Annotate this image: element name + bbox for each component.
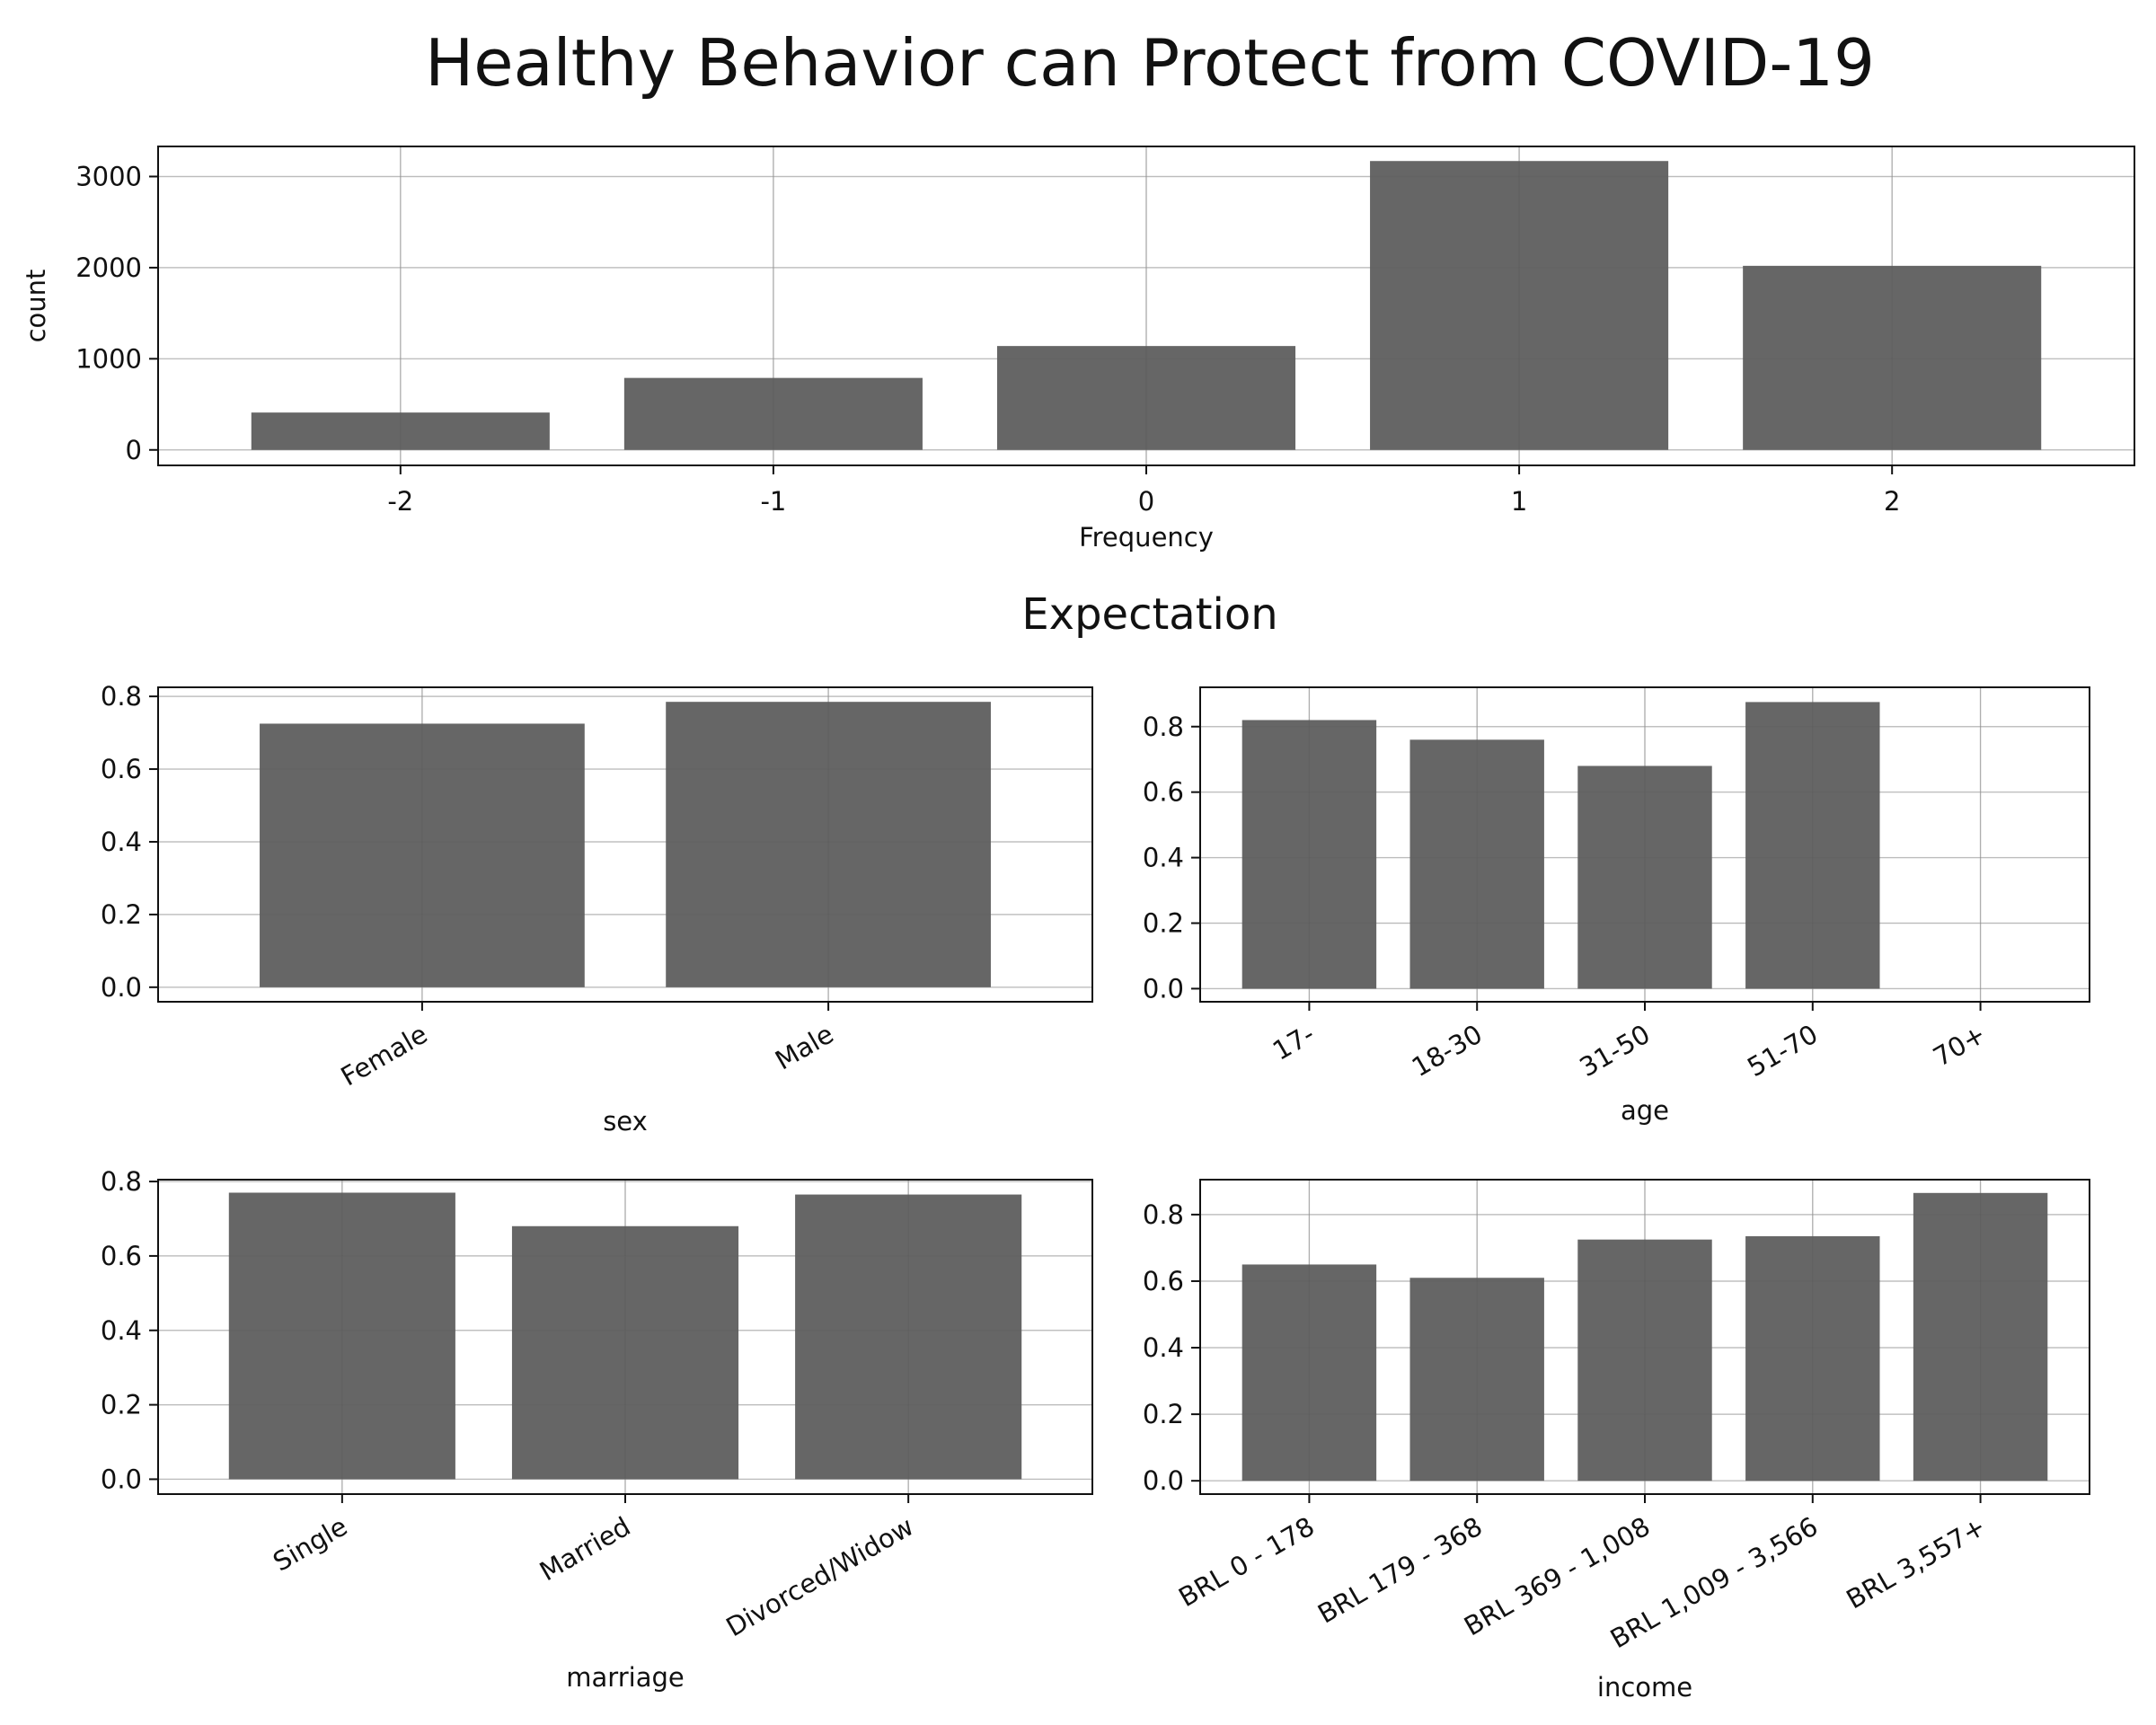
x-tick-label: -2 [387,486,413,517]
y-tick-label: 0.8 [1143,712,1184,742]
y-tick-label: 0.0 [1143,973,1184,1004]
chart-age: 0.0 0.2 0.4 0.6 0.8 17- 18-30 31-50 51-70 70+ age [1143,686,2090,1126]
figure-title: Healthy Behavior can Protect from COVID-… [425,25,1875,101]
y-tick-label: 0.2 [1143,908,1184,939]
bar-frequency-1 [623,377,923,450]
figure-subtitle: Expectation [1021,589,1278,640]
x-tick-label: 51-70 [1742,1019,1823,1084]
x-tick-label: 0 [1138,486,1154,517]
bar-age-2 [1577,765,1712,989]
chart-sex: 0.0 0.2 0.4 0.6 0.8 Female Male sex [101,681,1093,1137]
y-tick-label: 0.4 [101,1315,142,1346]
x-tick-label: Single [268,1511,352,1578]
bar-income-0 [1241,1264,1377,1482]
y-tick-label: 0.6 [1143,1266,1184,1296]
axes-frame [157,686,1093,1003]
y-tick-label: 2000 [75,252,142,283]
y-tick-label: 0 [126,435,142,465]
x-axis-label: marriage [566,1662,684,1693]
y-tick-label: 0.8 [101,1166,142,1197]
x-tick-label: BRL 3,557+ [1841,1511,1991,1615]
bar-sex-0 [260,723,585,987]
x-axis-label: Frequency [1079,522,1214,553]
x-tick-label: -1 [760,486,786,517]
x-tick-label: Female [336,1019,433,1092]
chart-marriage: 0.0 0.2 0.4 0.6 0.8 Single Married Divorced/Wid… [101,1166,1093,1693]
bar-frequency-0 [251,412,550,450]
y-tick-label: 0.4 [1143,1332,1184,1363]
y-tick-label: 0.4 [1143,843,1184,873]
bar-frequency-3 [1370,161,1669,450]
x-tick-label: Divorced/Widow [721,1511,919,1643]
chart-frequency: 0 1000 2000 3000 -2 -1 0 1 2 Frequency count [21,146,2135,553]
bar-income-4 [1913,1192,2048,1482]
x-tick-label: 70+ [1928,1019,1991,1073]
x-tick-label: 2 [1884,486,1900,517]
y-tick-label: 1000 [75,343,142,374]
y-tick-label: 0.2 [101,899,142,930]
x-tick-label: 31-50 [1575,1019,1656,1084]
x-axis-label: sex [603,1106,648,1137]
x-tick-label: BRL 179 - 368 [1312,1511,1488,1630]
bar-income-2 [1577,1239,1712,1482]
x-tick-label: Married [535,1511,636,1588]
x-tick-label: 18-30 [1407,1019,1488,1084]
bar-income-1 [1409,1278,1544,1482]
y-tick-label: 0.8 [1143,1199,1184,1230]
y-tick-label: 0.6 [101,754,142,784]
x-axis-label: age [1621,1095,1669,1126]
y-tick-label: 0.0 [101,972,142,1003]
bar-marriage-1 [511,1225,739,1480]
y-tick-label: 0.4 [101,827,142,857]
bar-sex-1 [666,702,991,987]
bar-income-3 [1745,1235,1880,1482]
bar-age-1 [1409,739,1544,989]
y-tick-label: 0.8 [101,681,142,712]
y-tick-label: 0.6 [1143,777,1184,808]
y-tick-label: 0.6 [101,1241,142,1271]
x-tick-label: 1 [1511,486,1527,517]
bar-frequency-4 [1743,265,2042,450]
bar-marriage-2 [795,1194,1022,1480]
x-tick-label: Male [770,1019,838,1076]
y-tick-label: 0.0 [101,1464,142,1494]
y-axis-label: count [21,270,51,343]
y-tick-label: 0.2 [1143,1399,1184,1429]
y-tick-label: 0.0 [1143,1465,1184,1496]
x-tick-label: BRL 0 - 178 [1173,1511,1320,1614]
bar-frequency-2 [996,346,1296,450]
x-axis-label: income [1597,1672,1692,1703]
x-tick-label: 17- [1268,1019,1320,1066]
y-tick-label: 0.2 [101,1390,142,1420]
bar-age-3 [1745,702,1880,989]
y-tick-label: 3000 [75,161,142,191]
bar-marriage-0 [228,1192,455,1480]
bar-age-0 [1241,720,1377,989]
